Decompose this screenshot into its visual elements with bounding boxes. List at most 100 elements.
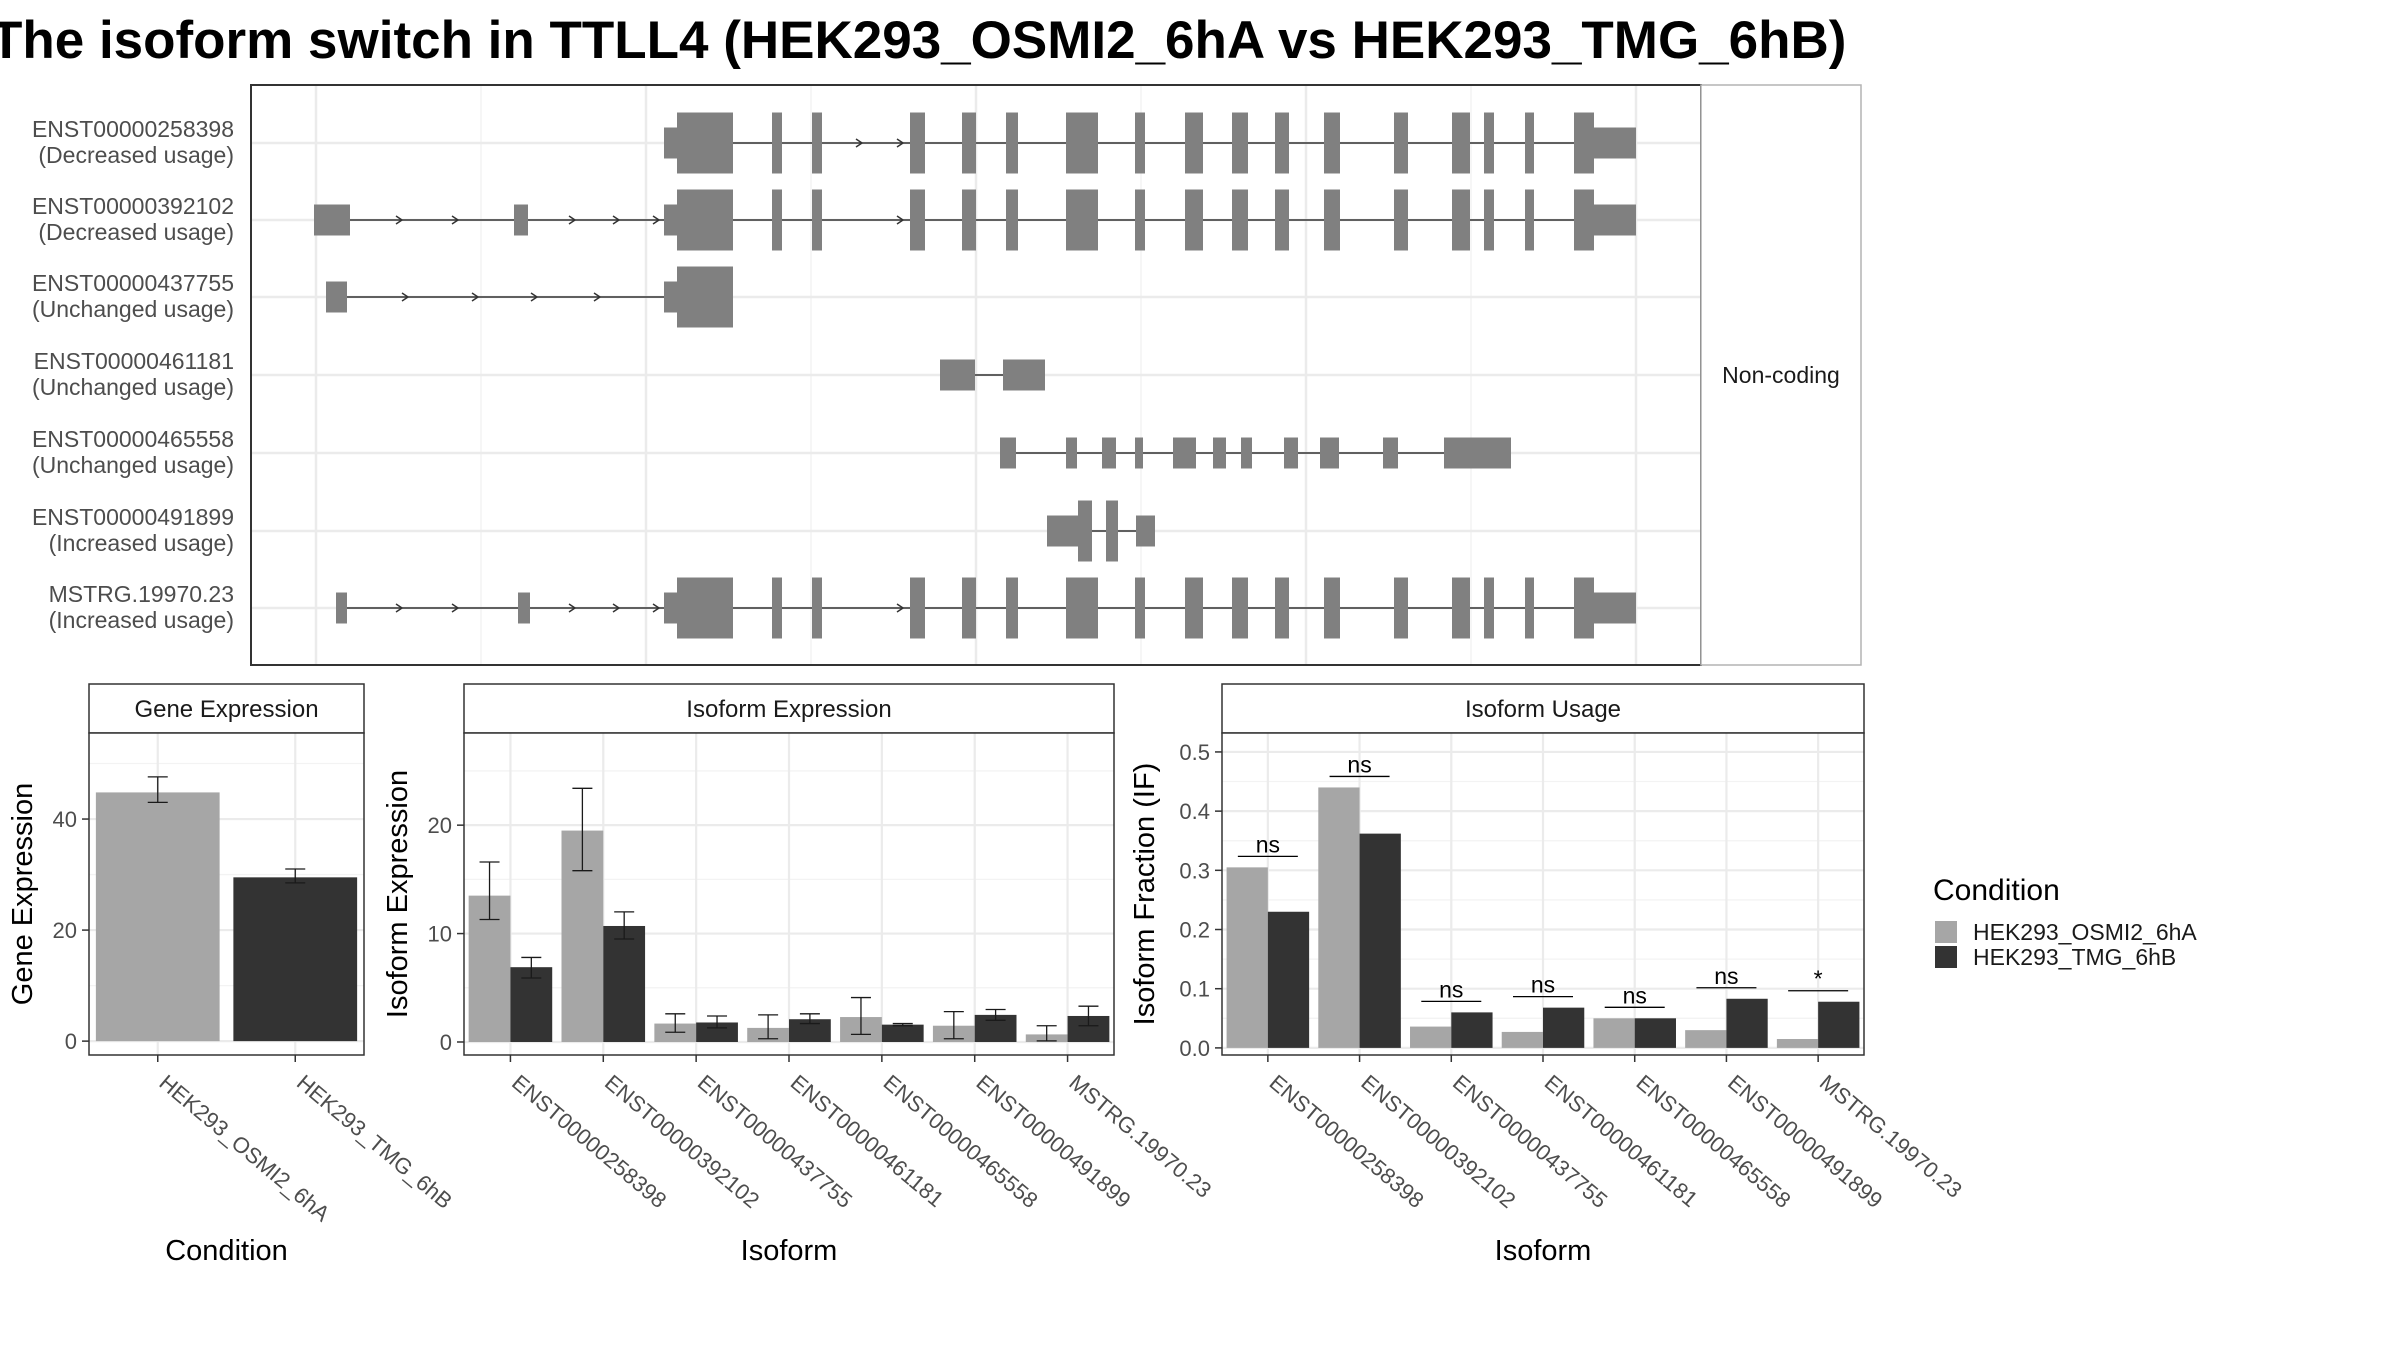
x-axis-title: Isoform [741, 1235, 838, 1267]
exon-utr [664, 592, 677, 624]
x-tick-label: ENST00000491899 [1723, 1070, 1887, 1213]
panel-strip-label: Isoform Usage [1465, 696, 1621, 723]
exon-coding [812, 112, 822, 174]
exon-utr [1213, 437, 1226, 469]
exon-coding [1066, 577, 1098, 639]
exon-coding [962, 112, 976, 174]
transcript-id-label: ENST00000258398 [32, 116, 234, 142]
bar [510, 967, 553, 1042]
x-tick-label: ENST00000437755 [1448, 1070, 1612, 1213]
bar [1634, 1018, 1676, 1048]
exon-coding [1574, 112, 1594, 174]
y-tick-label: 0.2 [1179, 918, 1210, 943]
exon-coding [1525, 189, 1534, 251]
panel-strip [88, 683, 365, 734]
exon-coding [677, 189, 733, 251]
direction-arrow [530, 292, 539, 302]
y-tick-label: 0.4 [1179, 799, 1210, 824]
x-tick-label: ENST00000392102 [1356, 1070, 1520, 1213]
y-tick-label: 40 [53, 807, 77, 832]
significance-label: ns [1347, 751, 1371, 777]
direction-arrow [451, 603, 460, 613]
figure-title: The isoform switch in TTLL4 (HEK293_OSMI… [0, 11, 1846, 70]
exon-utr [1594, 127, 1636, 159]
exon-coding [1574, 189, 1594, 251]
x-tick-label: ENST00000258398 [1265, 1070, 1429, 1213]
direction-arrow [471, 292, 480, 302]
exon-utr [1000, 437, 1016, 469]
significance-label: ns [1623, 982, 1647, 1008]
direction-arrow [395, 215, 404, 225]
exon-coding [1275, 189, 1289, 251]
significance-label: * [1814, 966, 1823, 992]
transcript-id-label: ENST00000491899 [32, 504, 234, 530]
bar [789, 1019, 831, 1042]
exon-coding [1135, 189, 1145, 251]
bar [603, 925, 646, 1042]
direction-arrow [896, 603, 905, 613]
legend-swatch [1935, 921, 1957, 943]
exon-utr [1470, 437, 1511, 469]
exon-coding [812, 577, 822, 639]
bar [1267, 911, 1310, 1048]
transcript-usage-label: (Increased usage) [49, 607, 234, 633]
significance-label: ns [1714, 963, 1738, 989]
direction-arrow [612, 603, 621, 613]
transcript-usage-label: (Decreased usage) [38, 219, 234, 245]
exon-coding [812, 189, 822, 251]
bar [1543, 1007, 1585, 1048]
y-tick-label: 0.0 [1179, 1036, 1210, 1061]
x-axis-title: Condition [165, 1235, 288, 1267]
isoform-usage-panel: Isoform Usage ns ns ns ns ns ns * 0.0 0.1 0.2 0.3 0.… [1129, 683, 1967, 1267]
exon-coding [677, 112, 733, 174]
direction-arrow [612, 215, 621, 225]
bar [95, 792, 220, 1042]
transcript-id-label: ENST00000437755 [32, 270, 234, 296]
significance-label: ns [1256, 831, 1280, 857]
exon-coding [1525, 112, 1534, 174]
exon-coding [1185, 112, 1203, 174]
direction-arrow [395, 603, 404, 613]
direction-arrow [652, 215, 661, 225]
exon-utr [336, 592, 347, 624]
exon-coding [1232, 189, 1248, 251]
exon-utr [1066, 437, 1077, 469]
exon-coding [772, 112, 782, 174]
exon-coding [1394, 112, 1408, 174]
direction-arrow [652, 603, 661, 613]
transcript-structure-panel: Non-coding ENST00000258398 (Decreased usag… [32, 84, 1862, 666]
exon-coding [1324, 189, 1340, 251]
y-tick-label: 20 [428, 813, 452, 838]
direction-arrow [401, 292, 410, 302]
y-axis-title: Isoform Expression [382, 770, 414, 1018]
transcript-usage-label: (Unchanged usage) [32, 374, 234, 400]
exon-utr [664, 204, 677, 236]
transcript-id-label: ENST00000392102 [32, 193, 234, 219]
x-tick-label: ENST00000437755 [693, 1070, 857, 1213]
strip-label-non-coding: Non-coding [1722, 362, 1840, 388]
exon-coding [1452, 577, 1470, 639]
exon-coding [677, 577, 733, 639]
exon-utr [1047, 515, 1078, 547]
panel-strip-label: Isoform Expression [686, 696, 891, 723]
exon-coding [1525, 577, 1534, 639]
transcript-strip [1700, 84, 1862, 666]
exon-utr [326, 281, 347, 313]
y-axis-title: Isoform Fraction (IF) [1129, 763, 1161, 1026]
panel-border [88, 732, 365, 1056]
legend-swatch [1935, 946, 1957, 968]
significance-label: ns [1531, 972, 1555, 998]
exon-utr [514, 204, 528, 236]
legend-item-label: HEK293_TMG_6hB [1973, 944, 2176, 970]
panel-strip-label: Gene Expression [134, 696, 318, 723]
exon-coding [1484, 189, 1494, 251]
exon-coding [1275, 577, 1289, 639]
exon-coding [1066, 112, 1098, 174]
legend-item-label: HEK293_OSMI2_6hA [1973, 919, 2197, 945]
exon-utr [1241, 437, 1252, 469]
direction-arrow [896, 215, 905, 225]
direction-arrow [896, 138, 905, 148]
exon-coding [1006, 577, 1018, 639]
